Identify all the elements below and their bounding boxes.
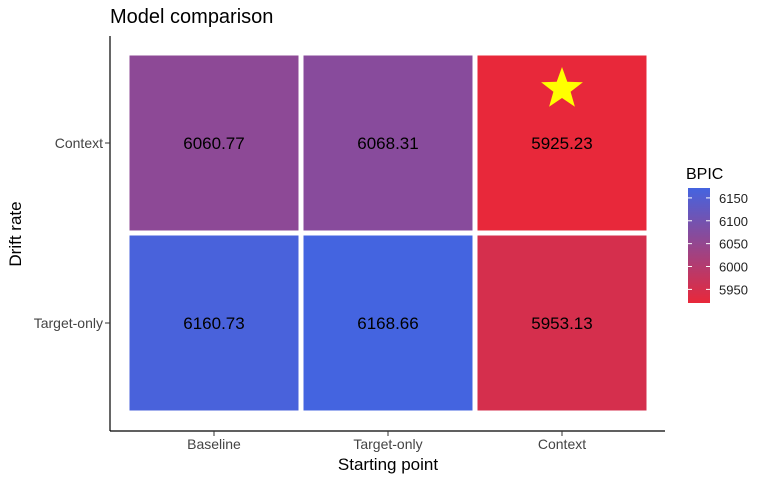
- chart-title: Model comparison: [110, 6, 274, 28]
- x-tick-label: Target-only: [353, 436, 422, 452]
- x-tick-label: Context: [538, 436, 586, 452]
- y-axis-ticks: Context Target-only: [34, 135, 110, 331]
- cell-value-label: 6068.31: [357, 134, 418, 153]
- cell-value-label: 6160.73: [183, 314, 244, 333]
- y-tick-label: Context: [55, 135, 103, 151]
- cell-value-label: 6168.66: [357, 314, 418, 333]
- legend-tick-label: 6000: [719, 260, 748, 275]
- legend-tick-label: 6100: [719, 214, 748, 229]
- heatmap-cell: [300, 52, 476, 234]
- cell-value-label: 5925.23: [531, 134, 592, 153]
- heatmap-cell: [126, 52, 302, 234]
- legend-tick-label: 6150: [719, 191, 748, 206]
- heatmap-tiles: 6060.77 6068.31 5925.23 6160.73 6168.66 5953.…: [126, 52, 650, 414]
- x-axis-title: Starting point: [338, 455, 438, 474]
- cell-value-label: 5953.13: [531, 314, 592, 333]
- x-axis-ticks: Baseline Target-only Context: [187, 431, 586, 452]
- legend-colorbar: [688, 188, 710, 303]
- y-axis-title: Drift rate: [6, 201, 25, 266]
- legend-title: BPIC: [686, 166, 723, 183]
- cell-value-label: 6060.77: [183, 134, 244, 153]
- legend: BPIC 6150 6100 6050 6000 5950: [686, 166, 748, 303]
- legend-ticks: 6150 6100 6050 6000 5950: [688, 191, 748, 297]
- legend-tick-label: 6050: [719, 237, 748, 252]
- best-model-star-icon: [541, 67, 583, 107]
- x-tick-label: Baseline: [187, 436, 241, 452]
- heatmap-cell: [474, 232, 650, 414]
- heatmap-cell: [126, 232, 302, 414]
- y-tick-label: Target-only: [34, 315, 103, 331]
- legend-tick-label: 5950: [719, 282, 748, 297]
- heatmap-cell: [300, 232, 476, 414]
